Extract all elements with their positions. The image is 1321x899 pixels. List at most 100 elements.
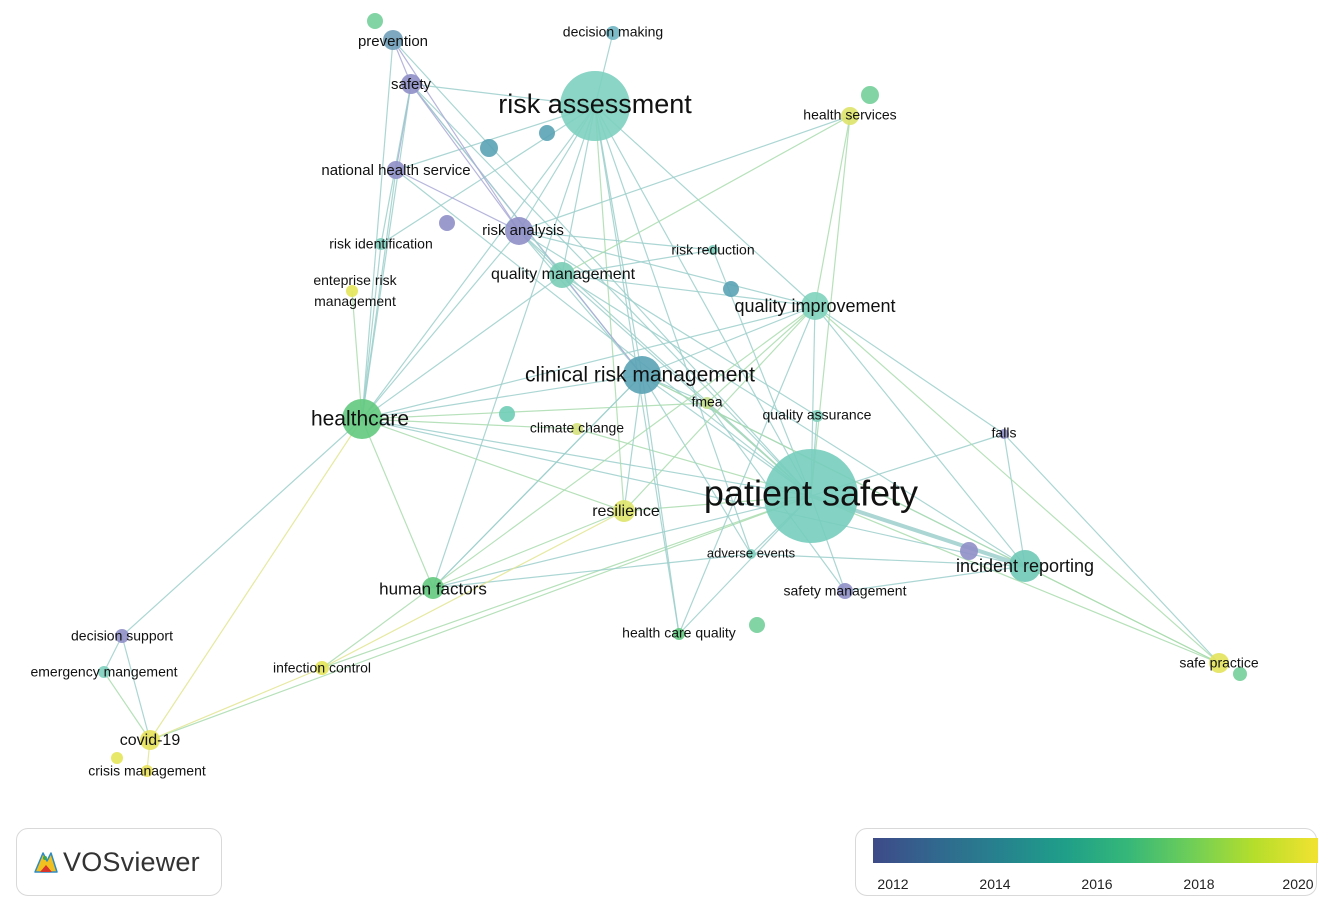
edge-risk_analysis-prevention <box>392 39 520 232</box>
edge-risk_analysis-health_services <box>518 115 851 232</box>
edge-health_services-quality_management <box>561 115 851 276</box>
edge-human_factors-resilience <box>432 510 625 589</box>
edge-healthcare-national_health_service <box>361 169 397 420</box>
node-covid-19[interactable] <box>140 730 160 750</box>
node-human-factors[interactable] <box>422 577 444 599</box>
edge-risk_analysis-safety <box>410 83 520 232</box>
legend-tick: 2012 <box>877 876 909 892</box>
label-healthcare: healthcare <box>311 408 409 431</box>
edge-quality_improvement-falls <box>814 305 1005 435</box>
label-health-care-quality: health care quality <box>622 625 736 641</box>
edge-risk_analysis-national_health_service <box>395 169 520 232</box>
keyword-node-dot[interactable] <box>439 215 455 231</box>
edge-resilience-quality_improvement <box>623 305 816 512</box>
label-adverse-events: adverse events <box>707 545 796 560</box>
label-fmea: fmea <box>691 394 722 410</box>
node-falls[interactable] <box>999 429 1009 439</box>
node-prevention[interactable] <box>383 30 403 50</box>
keyword-node-dot[interactable] <box>861 86 879 104</box>
legend-color-bar <box>873 838 1318 863</box>
keyword-node-dot[interactable] <box>749 617 765 633</box>
edge-healthcare-quality_management <box>361 274 563 420</box>
node-quality-assurance[interactable] <box>811 410 823 422</box>
edge-healthcare-human_factors <box>361 418 434 589</box>
edge-healthcare-resilience <box>361 418 625 512</box>
node-decision-support[interactable] <box>115 629 129 643</box>
node-risk-assessment[interactable] <box>560 71 630 141</box>
node-safe-practice[interactable] <box>1209 653 1229 673</box>
label-national-health-service: national health service <box>321 162 470 179</box>
node-crisis-management[interactable] <box>141 765 153 777</box>
edge-healthcare-enterprise_risk_management <box>351 290 363 420</box>
node-risk-reduction[interactable] <box>708 245 718 255</box>
edge-clinical_risk_management-quality_improvement <box>641 305 816 376</box>
label-quality-improvement: quality improvement <box>734 296 895 316</box>
node-layer <box>98 13 1247 777</box>
node-enterprise-risk-management[interactable] <box>346 285 358 297</box>
edge-quality_improvement-risk_analysis <box>518 230 816 307</box>
node-decision-making[interactable] <box>606 26 620 40</box>
label-human-factors: human factors <box>379 579 487 598</box>
node-clinical-risk-management[interactable] <box>623 356 661 394</box>
label-risk-reduction: risk reduction <box>671 242 754 258</box>
label-emergency-management: emergency mangement <box>30 664 177 680</box>
legend-tick: 2016 <box>1081 876 1113 892</box>
node-adverse-events[interactable] <box>746 549 756 559</box>
edge-human_factors-clinical_risk_management <box>432 374 643 589</box>
node-healthcare[interactable] <box>342 399 382 439</box>
edge-quality_improvement-quality_management <box>561 274 816 307</box>
node-risk-identification[interactable] <box>375 238 387 250</box>
node-patient-safety[interactable] <box>764 449 858 543</box>
edge-patient_safety-safe_practice <box>810 495 1220 664</box>
edge-fmea-quality_improvement <box>706 305 816 404</box>
node-climate-change[interactable] <box>571 423 583 435</box>
edge-safe_practice-clinical_risk_management <box>641 374 1220 664</box>
keyword-node-dot[interactable] <box>539 125 555 141</box>
label-resilience: resilience <box>592 503 660 520</box>
label-climate-change: climate change <box>530 420 624 436</box>
node-resilience[interactable] <box>613 500 635 522</box>
label-incident-reporting: incident reporting <box>956 556 1094 576</box>
edge-healthcare-quality_improvement <box>361 305 816 420</box>
node-infection-control[interactable] <box>315 661 329 675</box>
label-safety-management: safety management <box>784 583 907 599</box>
node-fmea[interactable] <box>701 397 713 409</box>
node-health-services[interactable] <box>841 107 859 125</box>
label-clinical-risk-management: clinical risk management <box>525 364 755 387</box>
edge-covid_19-infection_control <box>149 667 323 741</box>
node-national-health-service[interactable] <box>387 161 405 179</box>
node-emergency-management[interactable] <box>98 666 110 678</box>
edge-clinical_risk_management-risk_analysis <box>518 230 643 376</box>
edge-incident_reporting-adverse_events <box>750 553 1026 567</box>
edge-falls-safe_practice <box>1003 433 1220 664</box>
edge-healthcare-risk_analysis <box>361 230 520 420</box>
legend-tick: 2018 <box>1183 876 1215 892</box>
keyword-node-dot[interactable] <box>723 281 739 297</box>
edge-infection_control-quality_improvement <box>321 305 816 669</box>
edge-healthcare-decision_support <box>121 418 363 637</box>
edge-patient_safety-safety <box>410 83 812 497</box>
node-safety[interactable] <box>401 74 421 94</box>
edge-healthcare-incident_reporting <box>361 418 1026 567</box>
node-quality-improvement[interactable] <box>801 292 829 320</box>
edge-risk_analysis-risk_reduction <box>518 230 714 251</box>
node-safety-management[interactable] <box>837 583 853 599</box>
keyword-node-dot[interactable] <box>111 752 123 764</box>
edge-clinical_risk_management-health_care_quality <box>641 374 680 635</box>
keyword-node-dot[interactable] <box>960 542 978 560</box>
label-risk-analysis: risk analysis <box>482 222 564 239</box>
edge-risk_analysis-quality_assurance <box>518 230 818 417</box>
keyword-node-dot[interactable] <box>480 139 498 157</box>
label-falls: falls <box>992 425 1017 441</box>
node-quality-management[interactable] <box>549 262 575 288</box>
edge-healthcare-fmea <box>361 402 708 420</box>
label-risk-assessment: risk assessment <box>498 89 692 119</box>
keyword-node-dot[interactable] <box>499 406 515 422</box>
keyword-node-dot[interactable] <box>1233 667 1247 681</box>
keyword-node-dot[interactable] <box>367 13 383 29</box>
node-incident-reporting[interactable] <box>1009 550 1041 582</box>
edge-incident_reporting-falls <box>1003 433 1026 567</box>
node-risk-analysis[interactable] <box>505 217 533 245</box>
label-crisis-management: crisis management <box>88 763 206 779</box>
node-health-care-quality[interactable] <box>673 628 685 640</box>
